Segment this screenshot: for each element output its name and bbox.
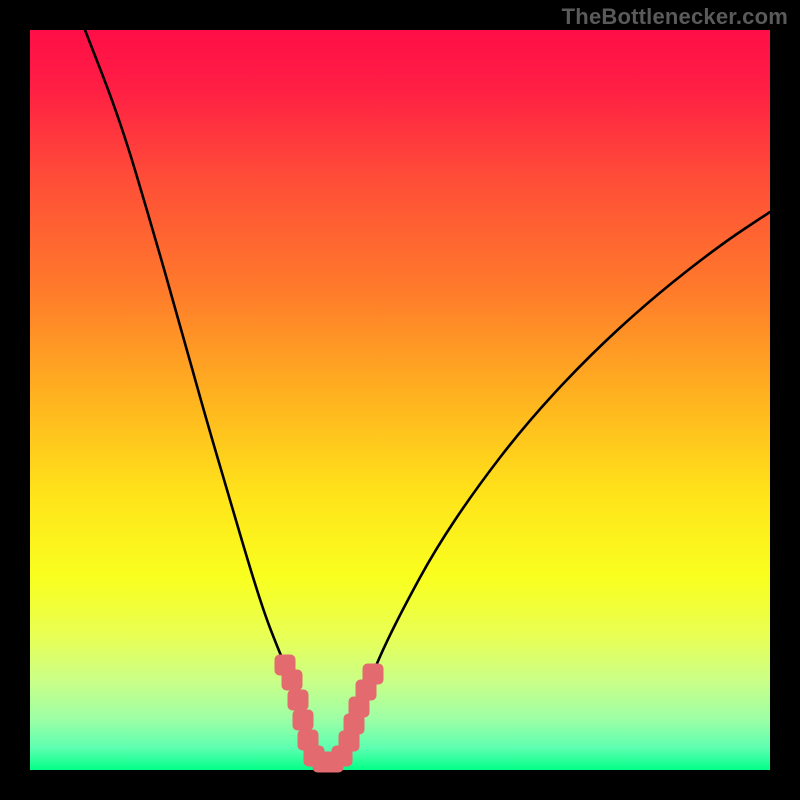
plot-background <box>30 30 770 770</box>
chart-svg <box>0 0 800 800</box>
watermark-text: TheBottlenecker.com <box>562 4 788 30</box>
scatter-marker <box>363 664 384 685</box>
chart-frame: TheBottlenecker.com <box>0 0 800 800</box>
scatter-marker <box>293 710 314 731</box>
scatter-marker <box>282 670 303 691</box>
scatter-marker <box>288 690 309 711</box>
